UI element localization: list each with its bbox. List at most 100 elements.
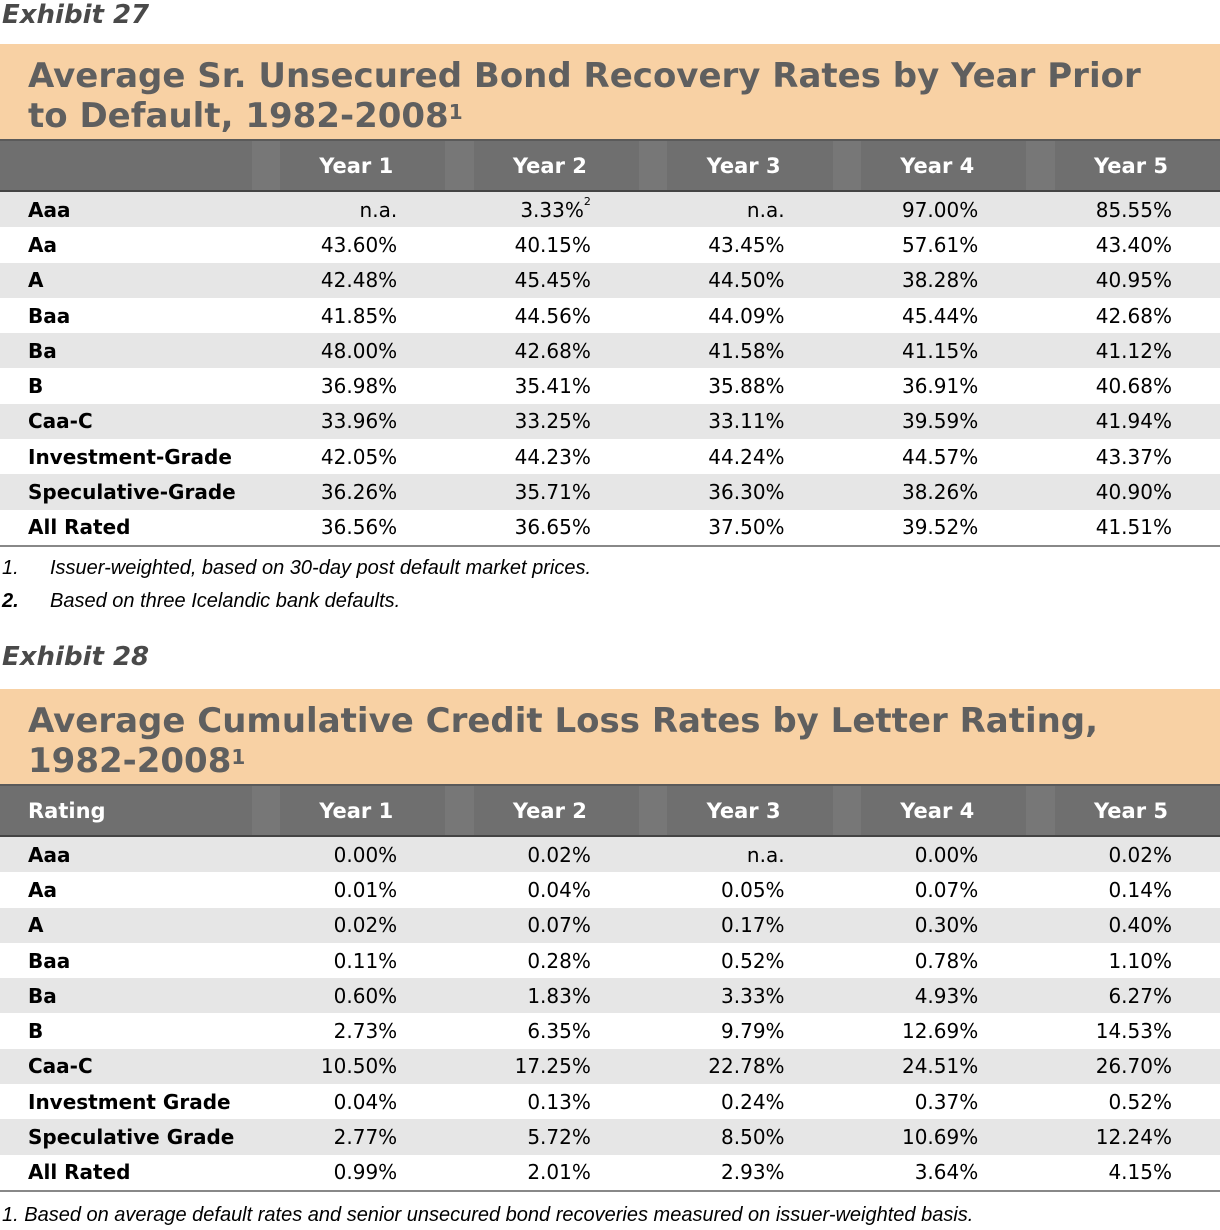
table-cell: 0.60%	[279, 978, 446, 1014]
table-cell: 36.91%	[860, 368, 1027, 404]
cell-spacer	[832, 227, 861, 263]
cell-spacer	[832, 439, 861, 475]
exhibit-27-label: Exhibit 27	[2, 0, 150, 30]
table-cell: 0.99%	[279, 1154, 446, 1192]
table-row: Speculative-Grade 36.26% 35.71% 36.30% 38.26…	[0, 474, 1220, 510]
table-cell: 35.88%	[667, 368, 833, 404]
cell-spacer	[1026, 474, 1055, 510]
table-cell: 26.70%	[1054, 1048, 1220, 1085]
table-cell: 42.68%	[1054, 297, 1220, 334]
cell-value: 3.33%	[721, 983, 785, 1008]
cell-spacer	[832, 907, 861, 943]
cell-spacer	[445, 227, 474, 263]
row-label: Baa	[0, 297, 252, 334]
table-cell: 3.64%	[860, 1154, 1027, 1192]
header-spacer	[445, 139, 474, 192]
cell-spacer	[445, 368, 474, 404]
table-cell: 0.52%	[1054, 1084, 1220, 1120]
cell-spacer	[638, 1084, 668, 1120]
cell-value: 44.57%	[901, 444, 979, 469]
row-label: A	[0, 907, 252, 943]
table-row: All Rated 0.99% 2.01% 2.93% 3.64% 4.15%	[0, 1154, 1220, 1192]
table-cell: 1.83%	[473, 978, 639, 1014]
cell-spacer	[251, 509, 280, 547]
cell-spacer	[832, 1119, 861, 1155]
cell-value: 97.00%	[901, 197, 979, 222]
cell-value: n.a.	[746, 197, 785, 222]
table-cell: 0.04%	[279, 1084, 446, 1120]
table-cell: 42.68%	[473, 333, 639, 369]
table-cell: 0.30%	[860, 907, 1027, 943]
cell-value: 48.00%	[320, 338, 398, 363]
cell-spacer	[832, 262, 861, 298]
cell-spacer	[1026, 1013, 1055, 1049]
cell-value: 22.78%	[708, 1054, 785, 1079]
cell-value: 0.02%	[527, 842, 591, 867]
cell-spacer	[638, 907, 668, 943]
row-label: Speculative-Grade	[0, 474, 252, 510]
header-cell: Year 3	[667, 784, 833, 837]
cell-value: 36.26%	[320, 480, 398, 505]
header-spacer	[1026, 784, 1055, 837]
table-cell: 35.41%	[473, 368, 639, 404]
cell-value: 0.24%	[721, 1089, 785, 1114]
row-label: All Rated	[0, 509, 252, 547]
cell-spacer	[445, 1013, 474, 1049]
header-cell: Year 2	[473, 784, 639, 837]
cell-spacer	[445, 297, 474, 334]
table-cell: 43.60%	[279, 227, 446, 263]
table-cell: 35.71%	[473, 474, 639, 510]
cell-spacer	[445, 262, 474, 298]
cell-value: 0.11%	[333, 948, 398, 973]
cell-value: 0.04%	[333, 1089, 398, 1114]
cell-spacer	[251, 333, 280, 369]
table-cell: 1.10%	[1054, 942, 1220, 979]
cell-value: 2.93%	[721, 1160, 785, 1185]
table-cell: 0.02%	[473, 836, 639, 873]
table-cell: 33.25%	[473, 403, 639, 440]
cell-value: 0.13%	[527, 1089, 591, 1114]
cell-value: 4.15%	[1108, 1160, 1172, 1185]
table-cell: 4.93%	[860, 978, 1027, 1014]
cell-spacer	[638, 836, 668, 873]
cell-spacer	[832, 1084, 861, 1120]
cell-value: 43.37%	[1095, 444, 1172, 469]
cell-value: 33.11%	[708, 409, 785, 434]
table-cell: 97.00%	[860, 191, 1027, 228]
cell-value: 0.02%	[1108, 842, 1172, 867]
cell-value: 44.50%	[708, 268, 785, 293]
cell-spacer	[445, 1048, 474, 1085]
cell-spacer	[445, 907, 474, 943]
table-cell: 0.78%	[860, 942, 1027, 979]
cell-value: 38.26%	[901, 480, 979, 505]
table-cell: 12.69%	[860, 1013, 1027, 1049]
footnote-number: 2.	[2, 590, 19, 612]
cell-spacer	[445, 872, 474, 908]
cell-spacer	[638, 942, 668, 979]
table-cell: 2.01%	[473, 1154, 639, 1192]
cell-spacer	[445, 1154, 474, 1192]
table-cell: 10.69%	[860, 1119, 1027, 1155]
table-cell: 43.37%	[1054, 439, 1220, 475]
cell-value: 43.40%	[1095, 232, 1172, 257]
table-cell: 17.25%	[473, 1048, 639, 1085]
table-cell: 36.26%	[279, 474, 446, 510]
cell-value: 35.41%	[514, 374, 591, 399]
cell-value: 41.12%	[1095, 338, 1172, 363]
cell-value: 6.27%	[1108, 983, 1172, 1008]
cell-spacer	[832, 978, 861, 1014]
cell-spacer	[445, 1084, 474, 1120]
cell-value: 40.15%	[514, 232, 591, 257]
cell-spacer	[251, 978, 280, 1014]
cell-value: 44.23%	[514, 444, 591, 469]
header-spacer	[832, 139, 861, 192]
cell-value: 43.60%	[320, 232, 398, 257]
exhibit-28-title: Average Cumulative Credit Loss Rates by …	[28, 701, 1192, 781]
cell-value: 42.68%	[514, 338, 591, 363]
row-label: Aaa	[0, 836, 252, 873]
table-row: All Rated 36.56% 36.65% 37.50% 39.52% 41.51%	[0, 509, 1220, 547]
cell-value: 10.50%	[320, 1054, 398, 1079]
cell-spacer	[638, 1154, 668, 1192]
cell-value: 12.24%	[1095, 1125, 1172, 1150]
cell-value: 2.73%	[333, 1019, 398, 1044]
